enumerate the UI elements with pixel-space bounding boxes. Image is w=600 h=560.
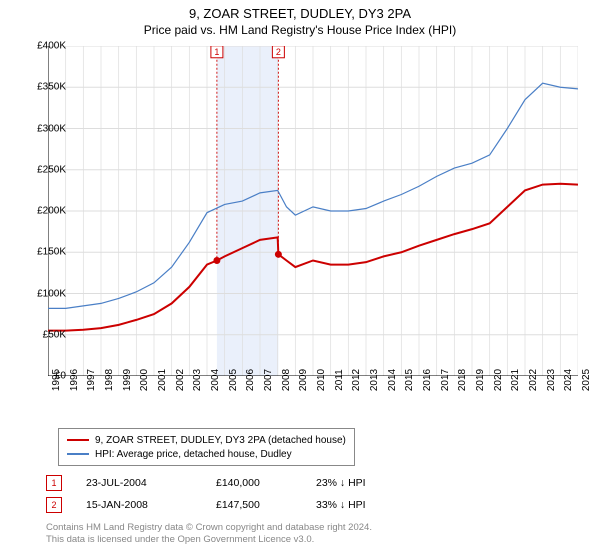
x-tick-label: 2022 [528,369,539,391]
y-tick-label: £200K [37,206,66,217]
x-tick-label: 2006 [245,369,256,391]
svg-text:2: 2 [276,47,281,57]
x-tick-label: 2014 [387,369,398,391]
sale-marker-icon: 2 [46,497,62,513]
x-tick-label: 1995 [51,369,62,391]
x-tick-label: 2011 [334,369,345,391]
svg-text:1: 1 [214,47,219,57]
legend-item: 9, ZOAR STREET, DUDLEY, DY3 2PA (detache… [67,433,346,447]
x-tick-label: 2007 [263,369,274,391]
x-tick-label: 2016 [422,369,433,391]
x-tick-label: 2008 [281,369,292,391]
sales-table: 1 23-JUL-2004£140,00023% ↓ HPI 2 15-JAN-200… [46,472,436,516]
x-tick-label: 2002 [175,369,186,391]
y-tick-label: £100K [37,288,66,299]
page-subtitle: Price paid vs. HM Land Registry's House … [0,23,600,37]
chart-legend: 9, ZOAR STREET, DUDLEY, DY3 2PA (detache… [58,428,355,466]
legend-item: HPI: Average price, detached house, Dudl… [67,447,346,461]
x-tick-label: 1996 [69,369,80,391]
y-tick-label: £50K [43,329,66,340]
x-tick-label: 2012 [351,369,362,391]
sale-date: 23-JUL-2004 [86,477,216,489]
x-tick-label: 2018 [457,369,468,391]
sale-price: £147,500 [216,499,316,511]
x-tick-label: 1999 [122,369,133,391]
footnote-line: This data is licensed under the Open Gov… [46,534,372,546]
y-tick-label: £400K [37,41,66,52]
legend-swatch [67,453,89,454]
price-chart: 12 [48,46,578,376]
x-tick-label: 2025 [581,369,592,391]
x-tick-label: 2005 [228,369,239,391]
x-tick-label: 2017 [440,369,451,391]
x-tick-label: 2009 [298,369,309,391]
x-tick-label: 2021 [510,369,521,391]
x-tick-label: 2013 [369,369,380,391]
x-tick-label: 2024 [563,369,574,391]
sale-row: 2 15-JAN-2008£147,50033% ↓ HPI [46,494,436,516]
legend-label: 9, ZOAR STREET, DUDLEY, DY3 2PA (detache… [95,435,346,446]
y-tick-label: £150K [37,247,66,258]
y-tick-label: £250K [37,164,66,175]
sale-date: 15-JAN-2008 [86,499,216,511]
sale-row: 1 23-JUL-2004£140,00023% ↓ HPI [46,472,436,494]
x-tick-label: 2004 [210,369,221,391]
legend-label: HPI: Average price, detached house, Dudl… [95,449,292,460]
footnote-line: Contains HM Land Registry data © Crown c… [46,522,372,534]
footnote: Contains HM Land Registry data © Crown c… [46,522,372,547]
page-title: 9, ZOAR STREET, DUDLEY, DY3 2PA [0,6,600,21]
x-tick-label: 2015 [404,369,415,391]
y-tick-label: £300K [37,123,66,134]
legend-swatch [67,439,89,441]
x-tick-label: 1997 [86,369,97,391]
x-tick-label: 2020 [493,369,504,391]
x-tick-label: 1998 [104,369,115,391]
sale-pct: 23% ↓ HPI [316,477,436,489]
sale-marker-icon: 1 [46,475,62,491]
y-tick-label: £350K [37,82,66,93]
x-tick-label: 2010 [316,369,327,391]
x-tick-label: 2019 [475,369,486,391]
sale-price: £140,000 [216,477,316,489]
x-tick-label: 2023 [546,369,557,391]
sale-pct: 33% ↓ HPI [316,499,436,511]
x-tick-label: 2000 [139,369,150,391]
x-tick-label: 2003 [192,369,203,391]
x-tick-label: 2001 [157,369,168,391]
